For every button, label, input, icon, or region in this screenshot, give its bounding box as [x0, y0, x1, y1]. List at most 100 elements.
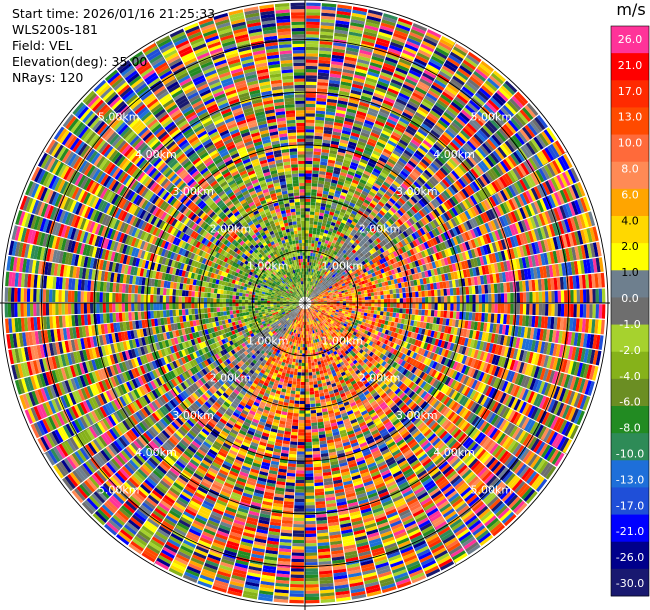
velocity-gate — [333, 251, 338, 256]
velocity-gate — [367, 270, 372, 275]
velocity-gate — [507, 212, 515, 224]
velocity-gate — [374, 165, 383, 172]
velocity-gate — [514, 132, 525, 146]
velocity-gate — [520, 220, 528, 232]
velocity-gate — [422, 139, 433, 149]
velocity-gate — [354, 204, 361, 210]
velocity-gate — [385, 121, 396, 129]
velocity-gate — [368, 230, 375, 236]
velocity-gate — [505, 121, 517, 134]
velocity-gate — [333, 35, 348, 41]
velocity-gate — [384, 243, 390, 250]
velocity-gate — [458, 252, 464, 262]
velocity-gate — [390, 152, 400, 160]
velocity-gate — [347, 280, 352, 284]
velocity-gate — [307, 255, 310, 259]
velocity-gate — [408, 34, 423, 44]
velocity-gate — [450, 78, 463, 89]
velocity-gate — [485, 184, 494, 196]
velocity-gate — [319, 209, 325, 214]
velocity-gate — [575, 215, 583, 230]
velocity-gate — [383, 148, 392, 156]
velocity-gate — [413, 204, 421, 212]
velocity-gate — [580, 244, 587, 259]
velocity-gate — [335, 157, 344, 163]
velocity-gate — [549, 251, 555, 264]
velocity-gate — [408, 274, 414, 281]
velocity-gate — [530, 202, 539, 215]
velocity-gate — [360, 215, 367, 222]
velocity-gate — [445, 210, 453, 220]
velocity-gate — [436, 282, 441, 290]
velocity-gate — [372, 150, 382, 157]
velocity-gate — [367, 12, 382, 19]
velocity-gate — [442, 265, 448, 274]
velocity-gate — [315, 280, 318, 284]
velocity-gate — [557, 220, 565, 235]
velocity-gate — [462, 59, 476, 71]
velocity-gate — [300, 211, 305, 215]
velocity-gate — [338, 254, 343, 259]
velocity-gate — [378, 135, 389, 143]
velocity-gate — [427, 290, 432, 297]
velocity-gate — [538, 167, 548, 181]
velocity-gate — [347, 102, 359, 108]
velocity-gate — [318, 238, 323, 242]
velocity-gate — [309, 281, 312, 285]
velocity-gate — [356, 143, 366, 150]
velocity-gate — [307, 261, 310, 266]
velocity-gate — [479, 246, 486, 256]
velocity-gate — [376, 243, 382, 250]
velocity-gate — [522, 206, 530, 219]
velocity-gate — [320, 269, 324, 273]
velocity-gate — [432, 127, 443, 136]
velocity-gate — [347, 262, 352, 268]
velocity-gate — [358, 181, 366, 188]
velocity-gate — [443, 111, 455, 122]
velocity-gate — [298, 176, 305, 180]
velocity-gate — [541, 166, 551, 180]
velocity-gate — [310, 198, 316, 203]
velocity-gate — [420, 43, 435, 53]
velocity-gate — [370, 228, 377, 234]
velocity-gate — [354, 215, 361, 221]
velocity-gate — [392, 213, 399, 221]
velocity-gate — [361, 300, 366, 303]
velocity-gate — [436, 267, 442, 275]
velocity-gate — [362, 229, 369, 235]
velocity-gate — [305, 246, 308, 250]
velocity-gate — [543, 239, 550, 252]
velocity-gate — [344, 289, 348, 293]
velocity-gate — [354, 190, 361, 196]
velocity-gate — [307, 290, 310, 295]
velocity-gate — [310, 278, 313, 282]
velocity-gate — [334, 255, 339, 260]
velocity-gate — [339, 84, 352, 90]
velocity-gate — [366, 15, 382, 23]
velocity-gate — [398, 225, 405, 233]
velocity-gate — [362, 125, 372, 132]
velocity-gate — [345, 293, 349, 297]
velocity-gate — [328, 259, 333, 264]
velocity-gate — [514, 113, 527, 126]
velocity-gate — [373, 49, 387, 57]
velocity-gate — [359, 226, 365, 232]
velocity-gate — [306, 293, 309, 298]
velocity-gate — [427, 89, 440, 99]
velocity-gate — [560, 220, 568, 234]
velocity-gate — [337, 228, 343, 233]
velocity-gate — [381, 239, 387, 246]
velocity-gate — [520, 162, 530, 175]
velocity-gate — [295, 208, 301, 212]
velocity-gate — [327, 159, 336, 164]
velocity-gate — [344, 275, 349, 280]
velocity-gate — [365, 274, 370, 280]
velocity-gate — [425, 193, 433, 202]
velocity-gate — [293, 72, 305, 76]
velocity-gate — [358, 52, 372, 59]
velocity-gate — [317, 298, 321, 300]
velocity-gate — [352, 6, 368, 13]
velocity-gate — [333, 167, 342, 172]
velocity-gate — [381, 263, 386, 269]
velocity-gate — [305, 163, 313, 168]
